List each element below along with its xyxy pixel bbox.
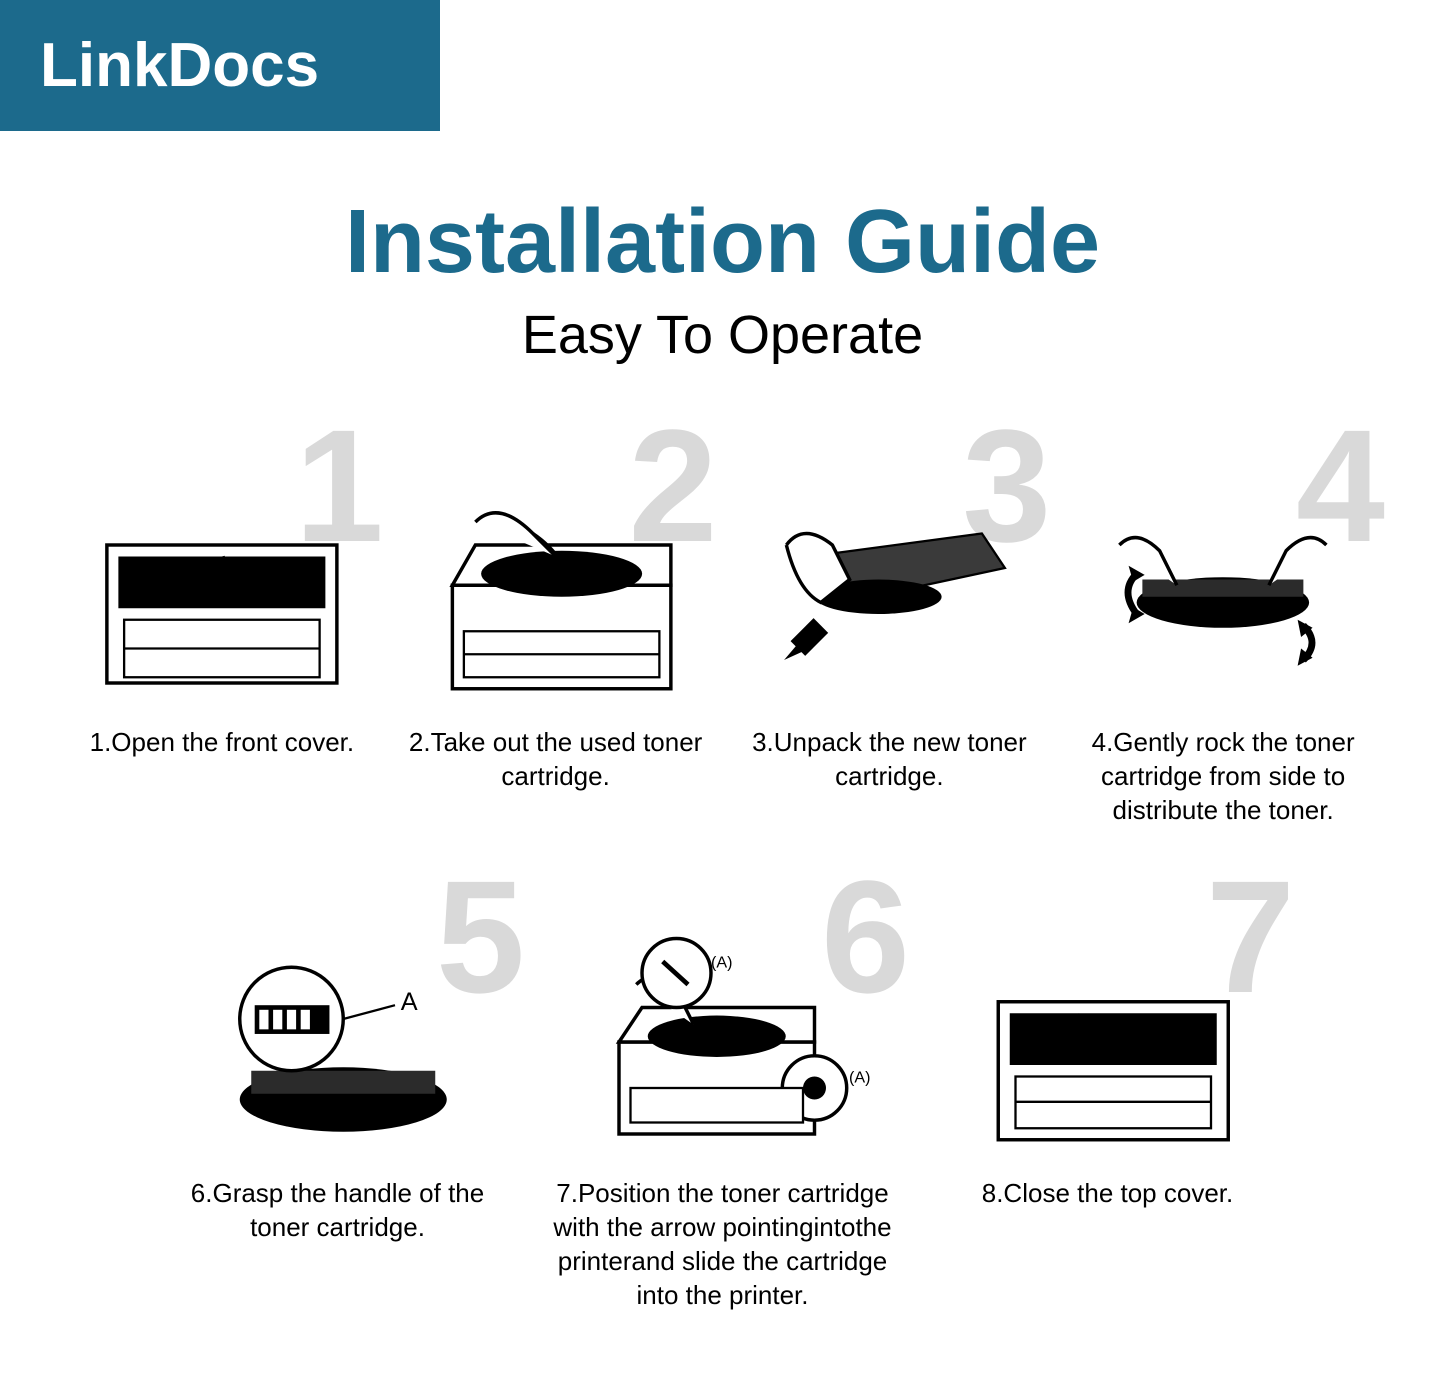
heading-block: Installation Guide Easy To Operate xyxy=(0,191,1445,366)
page-subtitle: Easy To Operate xyxy=(0,304,1445,366)
callout-label: A xyxy=(401,988,418,1016)
svg-text:(A): (A) xyxy=(849,1069,870,1087)
step-2-caption: 2.Take out the used toner cartridge. xyxy=(404,726,708,794)
step-5: 5 A 6.Grasp the handle of the toner cart… xyxy=(160,867,515,1312)
step-2: 2 2.Take out the used toner cartridge. xyxy=(404,416,708,827)
step-6-illustration: (A) (A) xyxy=(545,927,900,1157)
steps-row-2-wrap: 5 A 6.Grasp the handle of the toner cart… xyxy=(0,827,1445,1312)
page-title: Installation Guide xyxy=(0,191,1445,294)
steps-row-2: 5 A 6.Grasp the handle of the toner cart… xyxy=(0,867,1445,1312)
step-7: 7 8.Close the top cover. xyxy=(930,867,1285,1312)
step-7-illustration xyxy=(930,927,1285,1157)
step-2-illustration xyxy=(404,476,708,706)
step-3: 3 3.Unpack the new toner cartridge. xyxy=(738,416,1042,827)
svg-text:(A): (A) xyxy=(711,954,732,972)
step-5-illustration: A xyxy=(160,927,515,1157)
step-3-caption: 3.Unpack the new toner cartridge. xyxy=(738,726,1042,794)
step-3-illustration xyxy=(738,476,1042,706)
step-4-caption: 4.Gently rock the toner cartridge from s… xyxy=(1071,726,1375,827)
step-1: 1 1.Open the front cover. xyxy=(70,416,374,827)
step-6: 6 (A) (A) 7.Position the toner cartridge… xyxy=(545,867,900,1312)
step-6-caption: 7.Position the toner cartridge with the … xyxy=(545,1177,900,1312)
step-4: 4 4.Gently rock the toner cartridge from… xyxy=(1071,416,1375,827)
steps-row-1: 1 1.Open the front cover. 2 xyxy=(0,376,1445,827)
step-5-caption: 6.Grasp the handle of the toner cartridg… xyxy=(160,1177,515,1245)
step-1-illustration xyxy=(70,476,374,706)
brand-logo: LinkDocs xyxy=(0,0,440,131)
step-1-caption: 1.Open the front cover. xyxy=(70,726,374,760)
step-4-illustration xyxy=(1071,476,1375,706)
step-7-caption: 8.Close the top cover. xyxy=(930,1177,1285,1211)
